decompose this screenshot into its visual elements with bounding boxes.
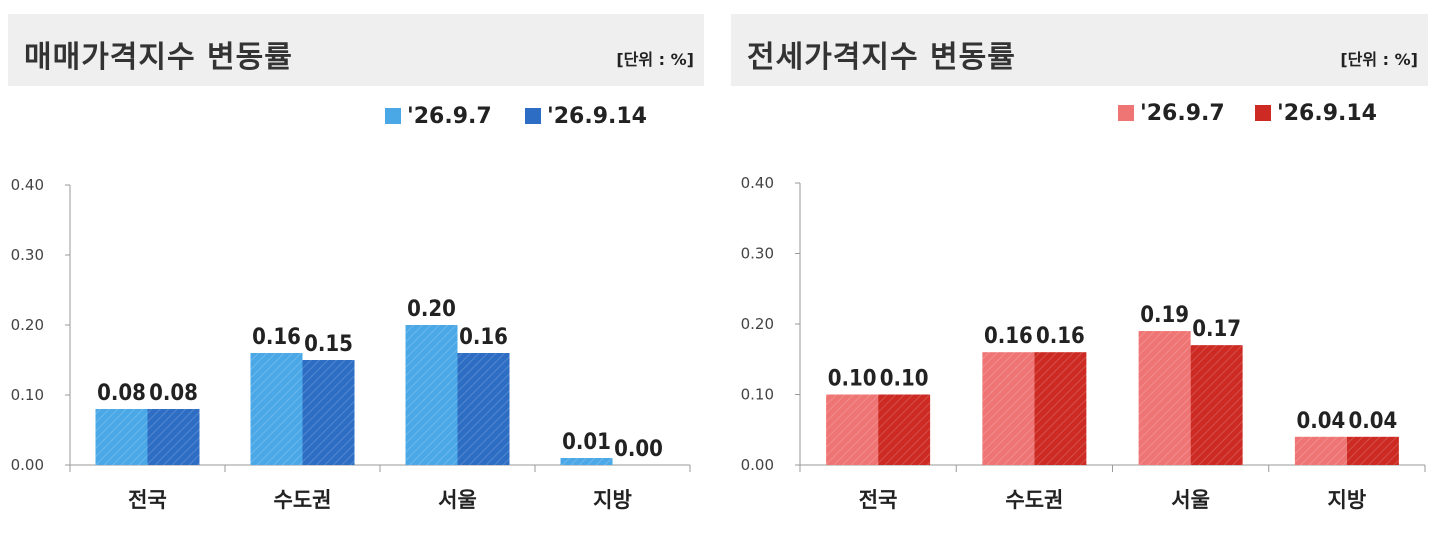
y-tick-label: 0.40 (741, 174, 774, 192)
data-label: 0.19 (1140, 303, 1189, 328)
bar (1346, 436, 1399, 465)
title-bar: 전세가격지수 변동률 [단위 : %] (731, 14, 1428, 86)
bar (982, 352, 1035, 465)
unit-label: [단위 : %] (1340, 50, 1418, 69)
bar (405, 325, 458, 465)
legend-swatch (1118, 105, 1134, 121)
y-tick-label: 0.30 (11, 246, 44, 264)
title-bar: 매매가격지수 변동률 [단위 : %] (8, 14, 704, 86)
x-category-label: 수도권 (274, 488, 332, 512)
x-category-label: 지방 (1328, 488, 1367, 512)
data-label: 0.16 (1036, 324, 1085, 349)
data-label: 0.04 (1296, 409, 1345, 434)
bar (1294, 436, 1347, 465)
bar (878, 394, 931, 465)
y-tick-label: 0.20 (11, 316, 44, 334)
legend-swatch (525, 108, 541, 124)
chart-title: 매매가격지수 변동률 (24, 40, 293, 75)
bar (147, 409, 200, 465)
bar (95, 409, 148, 465)
data-label: 0.16 (459, 325, 508, 350)
bar (250, 353, 303, 465)
y-tick-label: 0.40 (11, 176, 44, 194)
x-category-label: 전국 (128, 488, 167, 512)
data-label: 0.08 (97, 381, 146, 406)
sales-price-panel: 매매가격지수 변동률 [단위 : %] 0.00 0.10 0.20 0.30 0.40… (8, 14, 704, 512)
bar (457, 353, 510, 465)
data-label: 0.16 (252, 325, 301, 350)
data-label: 0.15 (304, 332, 353, 357)
legend-label: '26.9.7 (1140, 101, 1225, 126)
data-label: 0.16 (984, 324, 1033, 349)
y-tick-label: 0.10 (11, 386, 44, 404)
y-tick-label: 0.30 (741, 245, 774, 263)
y-tick-label: 0.20 (741, 315, 774, 333)
bar (826, 394, 879, 465)
data-label: 0.00 (614, 437, 663, 462)
bar (560, 458, 613, 465)
bar (1034, 352, 1087, 465)
legend-swatch (1255, 105, 1271, 121)
unit-label: [단위 : %] (616, 50, 694, 69)
bar (302, 360, 355, 465)
legend-label: '26.9.7 (407, 104, 492, 129)
legend-label: '26.9.14 (547, 104, 647, 129)
chart-title: 전세가격지수 변동률 (747, 40, 1016, 75)
data-label: 0.17 (1192, 317, 1241, 342)
data-label: 0.10 (880, 367, 929, 392)
legend-label: '26.9.14 (1277, 101, 1377, 126)
y-tick-label: 0.10 (741, 386, 774, 404)
x-category-label: 전국 (859, 488, 898, 512)
y-tick-label: 0.00 (741, 456, 774, 474)
x-category-label: 서울 (438, 488, 477, 512)
data-label: 0.10 (828, 367, 877, 392)
data-label: 0.08 (149, 381, 198, 406)
bar (1138, 331, 1191, 465)
x-category-label: 수도권 (1005, 488, 1063, 512)
x-category-label: 서울 (1171, 488, 1210, 512)
y-tick-label: 0.00 (11, 456, 44, 474)
data-label: 0.20 (407, 297, 456, 322)
data-label: 0.01 (562, 430, 611, 455)
data-label: 0.04 (1348, 409, 1397, 434)
bar (1190, 345, 1243, 465)
x-category-label: 지방 (593, 488, 632, 512)
jeonse-price-panel: 전세가격지수 변동률 [단위 : %] 0.00 0.10 0.20 0.30 0.40… (720, 0, 1440, 544)
legend-swatch (385, 108, 401, 124)
